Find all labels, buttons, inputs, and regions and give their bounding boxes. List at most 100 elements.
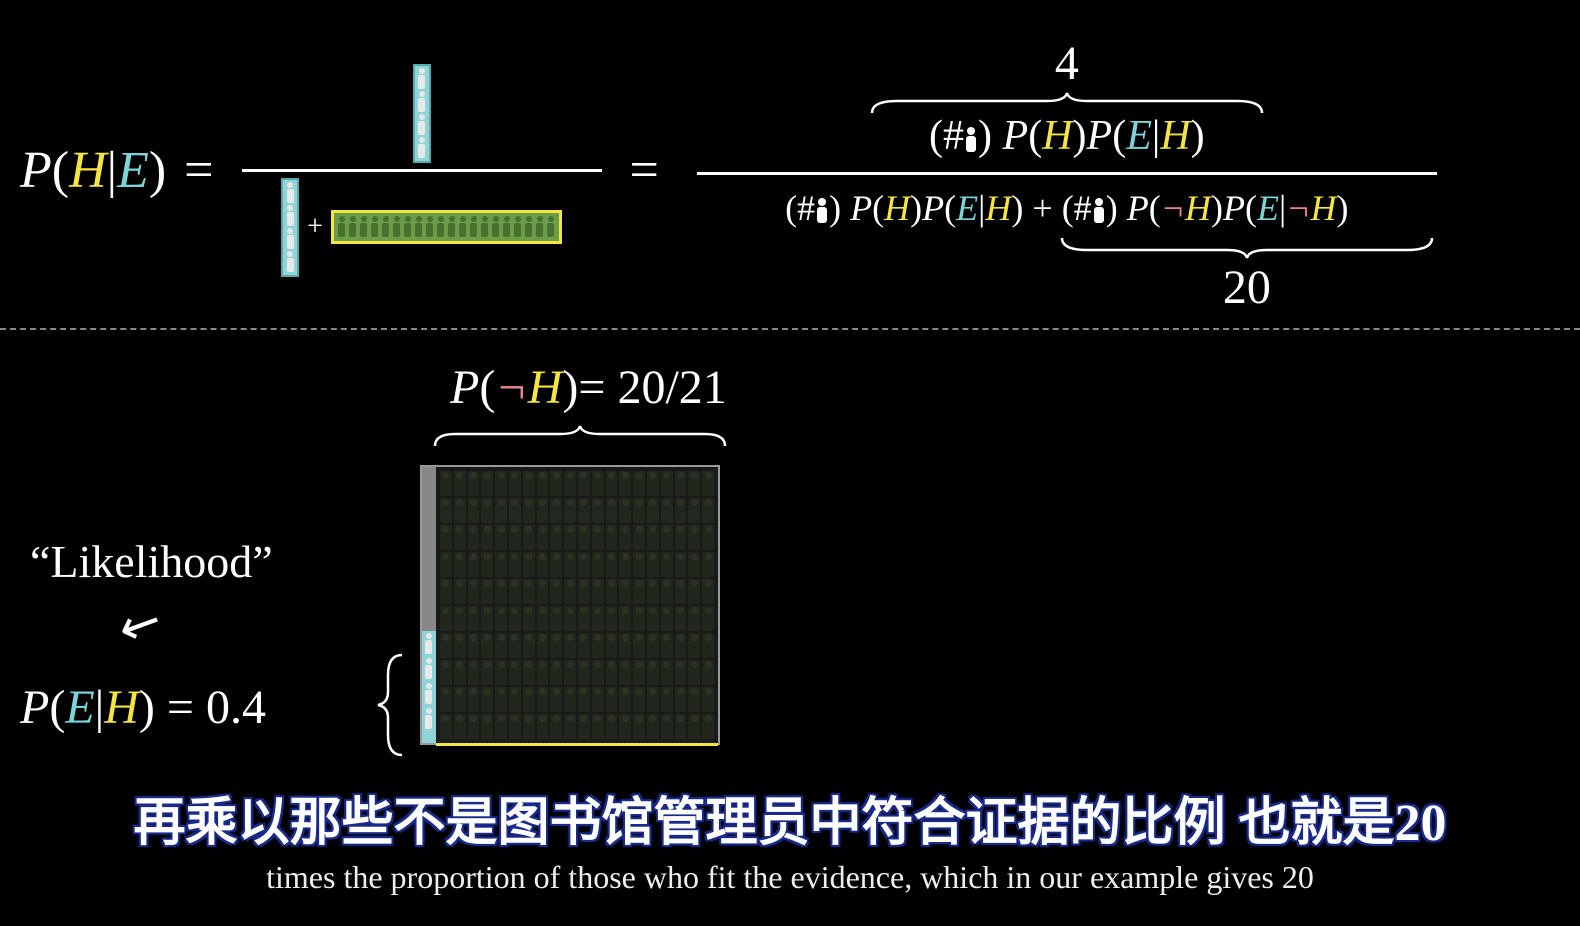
grid-person-icon xyxy=(606,525,618,550)
grid-person-icon xyxy=(675,525,687,550)
grid-person-icon xyxy=(633,525,645,550)
grid-person-icon xyxy=(647,660,659,685)
grid-person-icon xyxy=(468,660,480,685)
grid-person-icon xyxy=(509,714,521,739)
grid-person-icon xyxy=(468,633,480,658)
grid-person-icon xyxy=(619,579,631,604)
grid-person-icon xyxy=(688,660,700,685)
grid-person-icon xyxy=(633,471,645,496)
grid-person-icon xyxy=(564,660,576,685)
grid-person-icon xyxy=(592,471,604,496)
grid-person-icon xyxy=(564,606,576,631)
grid-person-icon xyxy=(619,552,631,577)
grid-person-icon xyxy=(550,525,562,550)
grid-person-icon xyxy=(592,552,604,577)
grid-person-icon xyxy=(661,552,673,577)
grid-person-icon xyxy=(702,714,714,739)
grid-person-icon xyxy=(633,687,645,712)
grid-person-icon xyxy=(619,714,631,739)
grid-person-icon xyxy=(702,606,714,631)
person-icon xyxy=(285,182,295,204)
grid-person-icon xyxy=(495,633,507,658)
person-icon xyxy=(447,216,457,238)
grid-person-icon xyxy=(606,579,618,604)
grid-person-icon xyxy=(468,552,480,577)
grid-person-icon xyxy=(702,660,714,685)
numerator-people-column xyxy=(413,64,431,163)
person-icon xyxy=(425,216,435,238)
grid-person-icon xyxy=(606,633,618,658)
likelihood-heading: “Likelihood” xyxy=(30,535,273,588)
grid-person-icon xyxy=(688,471,700,496)
grid-person-icon xyxy=(702,687,714,712)
grid-person-icon xyxy=(661,579,673,604)
overbrace-4: 4 xyxy=(867,36,1267,115)
likelihood-formula: P(E|H) = 0.4 xyxy=(20,680,266,735)
person-icon xyxy=(815,198,829,224)
grid-person-icon xyxy=(468,579,480,604)
grid-person-icon xyxy=(495,471,507,496)
grid-person-icon xyxy=(606,552,618,577)
grid-person-icon xyxy=(481,660,493,685)
probability-square xyxy=(420,465,720,745)
grid-person-icon xyxy=(647,714,659,739)
grid-person-icon xyxy=(495,714,507,739)
person-icon xyxy=(337,216,347,238)
person-icon xyxy=(417,91,427,113)
person-icon xyxy=(458,216,468,238)
grid-person-icon xyxy=(564,498,576,523)
grid-person-icon xyxy=(675,552,687,577)
grid-person-icon xyxy=(688,525,700,550)
grid-person-icon xyxy=(619,498,631,523)
person-icon xyxy=(546,216,556,238)
grid-person-icon xyxy=(523,579,535,604)
grid-person-icon xyxy=(440,498,452,523)
people-denominator: + xyxy=(281,178,562,277)
grid-person-icon xyxy=(495,552,507,577)
grid-person-icon xyxy=(523,660,535,685)
grid-person-icon xyxy=(592,498,604,523)
grid-person-icon xyxy=(468,525,480,550)
grid-person-icon xyxy=(606,714,618,739)
grid-person-icon xyxy=(468,606,480,631)
grid-person-icon xyxy=(606,471,618,496)
grid-person-icon xyxy=(495,498,507,523)
grid-person-icon xyxy=(592,579,604,604)
grid-person-icon xyxy=(647,525,659,550)
grid-person-icon xyxy=(661,633,673,658)
grid-person-icon xyxy=(675,579,687,604)
likelihood-value: 0.4 xyxy=(206,681,266,734)
grid-person-icon xyxy=(454,633,466,658)
grid-person-icon xyxy=(592,606,604,631)
grid-person-icon xyxy=(454,714,466,739)
grid-person-icon xyxy=(537,525,549,550)
grid-person-icon xyxy=(702,552,714,577)
person-icon xyxy=(417,114,427,136)
grid-person-icon xyxy=(564,633,576,658)
grid-person-icon xyxy=(481,714,493,739)
grid-person-icon xyxy=(523,552,535,577)
grid-person-icon xyxy=(454,471,466,496)
grid-person-icon xyxy=(592,633,604,658)
person-icon xyxy=(414,216,424,238)
grid-person-icon xyxy=(509,606,521,631)
h-column-highlight xyxy=(422,631,436,743)
grid-person-icon xyxy=(537,552,549,577)
grid-person-icon xyxy=(702,579,714,604)
person-icon xyxy=(524,216,534,238)
grid-person-icon xyxy=(481,471,493,496)
grid-person-icon xyxy=(661,498,673,523)
person-icon xyxy=(392,216,402,238)
section-divider xyxy=(0,328,1580,330)
grid-person-icon xyxy=(509,552,521,577)
grid-person-icon xyxy=(564,579,576,604)
grid-person-icon xyxy=(578,633,590,658)
h-variable: H xyxy=(69,142,107,199)
grid-person-icon xyxy=(633,552,645,577)
grid-person-icon xyxy=(578,660,590,685)
grid-person-icon xyxy=(647,687,659,712)
grid-person-icon xyxy=(481,606,493,631)
grid-person-icon xyxy=(592,660,604,685)
person-icon xyxy=(480,216,490,238)
top-brace-icon xyxy=(430,422,730,450)
